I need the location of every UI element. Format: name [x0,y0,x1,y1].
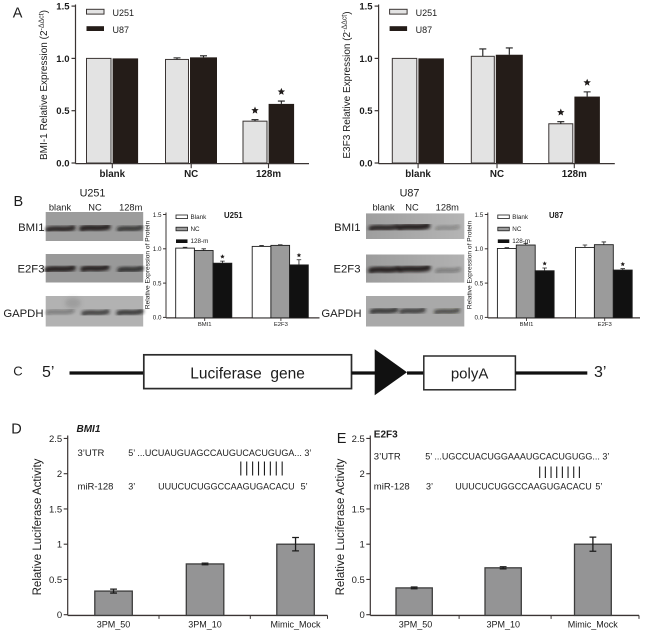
svg-text:NC: NC [191,226,201,233]
svg-text:BMI1: BMI1 [18,222,44,234]
svg-text:1.0: 1.0 [475,246,484,253]
svg-text:128m: 128m [119,203,143,213]
svg-text:128m: 128m [562,169,587,180]
svg-text:BMI1: BMI1 [198,322,212,328]
svg-text:0: 0 [57,610,62,621]
svg-text:5’: 5’ [595,482,602,492]
svg-text:blank: blank [100,169,126,180]
svg-text:3PM_50: 3PM_50 [399,619,433,629]
svg-text:E2F3: E2F3 [274,322,289,328]
svg-text:U87: U87 [549,211,563,220]
svg-text:3’: 3’ [594,364,606,381]
svg-text:Mimic_Mock: Mimic_Mock [568,619,619,629]
svg-text:128m: 128m [436,203,460,213]
svg-text:U251: U251 [416,8,438,18]
svg-text:GAPDH: GAPDH [3,308,43,320]
svg-text:U87: U87 [400,188,420,200]
svg-text:1.0: 1.0 [153,246,162,253]
svg-text:NC: NC [88,203,102,213]
svg-text:NC: NC [184,169,198,180]
svg-text:5’: 5’ [301,482,308,492]
svg-text:0.0: 0.0 [359,158,372,169]
svg-text:1.5: 1.5 [49,504,62,515]
svg-text:blank: blank [49,203,72,213]
svg-text:D: D [11,422,21,438]
svg-text:UUUCUCUGGCCAAGUGACACU: UUUCUCUGGCCAAGUGACACU [158,482,295,492]
svg-text:polyA: polyA [451,365,489,382]
svg-text:5’: 5’ [42,364,54,381]
svg-text:5’ ...UGCCUACUGGAAAUGCACUGUGG.: 5’ ...UGCCUACUGGAAAUGCACUGUGG... 3’ [425,452,609,462]
svg-text:1.5: 1.5 [475,212,484,219]
svg-text:C: C [13,364,22,379]
svg-text:2: 2 [360,469,365,480]
svg-text:UUUCUCUGGCCAAGUGACACU: UUUCUCUGGCCAAGUGACACU [455,482,592,492]
svg-text:128-m: 128-m [512,238,530,245]
svg-text:2: 2 [57,469,62,480]
svg-text:Blank: Blank [191,214,208,221]
svg-text:5’ ...UCUAUGUAGCCAUGUCACUGUGA.: 5’ ...UCUAUGUAGCCAUGUCACUGUGA... 3’ [128,448,311,458]
svg-text:0.0: 0.0 [153,315,162,322]
svg-text:0.5: 0.5 [352,575,365,586]
svg-text:blank: blank [405,169,431,180]
svg-text:E2F3: E2F3 [17,264,44,276]
svg-text:NC: NC [405,203,419,213]
svg-text:U251: U251 [224,211,243,220]
svg-text:E2F3: E2F3 [598,322,613,328]
svg-text:1.5: 1.5 [359,2,373,13]
svg-text:0.0: 0.0 [475,315,484,322]
svg-text:E3F3 Relative Expression (2-ΔΔ: E3F3 Relative Expression (2-ΔΔct) [342,11,354,158]
svg-text:3PM_10: 3PM_10 [487,619,521,629]
svg-text:Blank: Blank [512,214,529,221]
svg-text:2.5: 2.5 [352,434,365,445]
svg-text:Relative Luciferase Activity: Relative Luciferase Activity [335,458,347,595]
svg-text:BMI1: BMI1 [77,424,101,435]
svg-text:1: 1 [360,540,365,551]
svg-text:A: A [13,6,23,22]
svg-text:E2F3: E2F3 [374,430,398,441]
svg-text:3PM_10: 3PM_10 [188,619,222,629]
svg-text:0.5: 0.5 [153,280,162,287]
svg-text:128m: 128m [256,169,281,180]
svg-text:Relative Expression of Prote: Relative Expression of Protein [466,221,473,310]
svg-text:3’: 3’ [426,482,433,492]
svg-text:E2F3: E2F3 [333,264,360,276]
svg-text:1.5: 1.5 [352,504,365,515]
svg-text:0.5: 0.5 [359,106,373,117]
svg-text:2.5: 2.5 [49,434,62,445]
svg-text:BMI-1 Relative Expression (2-Δ: BMI-1 Relative Expression (2-ΔΔct) [39,10,51,160]
svg-text:U251: U251 [113,8,135,18]
svg-text:BMI1: BMI1 [334,222,360,234]
svg-text:128-m: 128-m [191,238,209,245]
svg-text:1.5: 1.5 [56,2,70,13]
svg-text:3’UTR: 3’UTR [78,448,105,459]
svg-text:1.0: 1.0 [359,54,372,65]
svg-text:U87: U87 [416,25,433,35]
svg-text:GAPDH: GAPDH [321,308,361,320]
svg-text:BMI1: BMI1 [520,322,534,328]
svg-text:miR-128: miR-128 [78,482,114,493]
svg-text:blank: blank [372,203,395,213]
svg-text:0.5: 0.5 [56,106,70,117]
svg-text:1: 1 [57,540,62,551]
svg-text:NC: NC [490,169,504,180]
svg-text:0.5: 0.5 [475,280,484,287]
svg-text:E: E [337,431,347,447]
svg-text:3’: 3’ [128,482,135,492]
svg-text:3’UTR: 3’UTR [374,452,401,463]
svg-text:B: B [14,194,24,210]
svg-text:0.0: 0.0 [56,158,69,169]
svg-text:0.5: 0.5 [49,575,62,586]
svg-text:NC: NC [512,226,522,233]
svg-text:1.0: 1.0 [56,54,69,65]
svg-text:miR-128: miR-128 [374,482,410,493]
svg-text:Relative Expression of Prote: Relative Expression of Protein [145,221,152,310]
svg-text:Luciferase gene: Luciferase gene [190,365,305,382]
svg-text:U87: U87 [113,25,130,35]
svg-text:1.5: 1.5 [153,212,162,219]
svg-text:Relative Luciferase Activity: Relative Luciferase Activity [32,458,44,595]
svg-text:U251: U251 [80,188,106,200]
svg-text:0: 0 [360,610,365,621]
svg-text:3PM_50: 3PM_50 [97,619,131,629]
svg-text:Mimic_Mock: Mimic_Mock [270,619,321,629]
